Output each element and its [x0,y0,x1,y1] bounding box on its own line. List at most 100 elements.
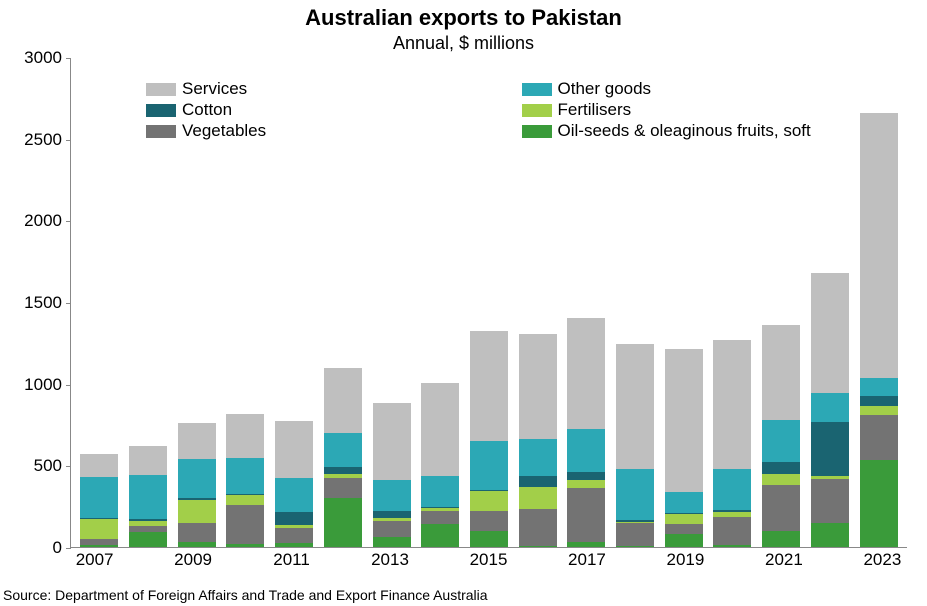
bar-segment-oilseeds [129,532,167,547]
y-tick-mark [66,58,71,59]
legend-swatch [522,83,552,96]
bar-segment-other_goods [665,492,703,513]
bar-segment-oilseeds [665,534,703,547]
legend-swatch [146,125,176,138]
bar-segment-services [519,334,557,439]
bar-segment-oilseeds [519,546,557,547]
bar-segment-cotton [275,512,313,525]
legend-label: Fertilisers [558,100,632,120]
bar-2019 [665,349,703,547]
bar-2017 [567,318,605,547]
x-tick-label: 2021 [765,550,803,570]
bar-segment-services [129,446,167,475]
bar-segment-services [226,414,264,458]
bar-segment-vegetables [811,479,849,522]
bar-2013 [373,403,411,547]
bar-segment-other_goods [762,420,800,462]
bar-segment-vegetables [519,509,557,547]
bar-segment-cotton [567,472,605,480]
bar-2011 [275,421,313,547]
bar-segment-oilseeds [226,544,264,547]
bar-segment-vegetables [860,415,898,461]
bar-2014 [421,383,459,547]
chart-container: Australian exports to Pakistan Annual, $… [10,5,917,600]
legend: ServicesOther goodsCottonFertilisersVege… [146,79,897,141]
bar-2021 [762,325,800,547]
bar-segment-cotton [762,462,800,473]
bar-segment-oilseeds [373,537,411,547]
y-tick-mark [66,303,71,304]
y-tick-label: 500 [10,456,62,476]
bar-segment-other_goods [324,433,362,467]
legend-swatch [146,83,176,96]
bar-segment-oilseeds [860,460,898,547]
bar-segment-vegetables [226,505,264,544]
bar-segment-oilseeds [811,523,849,548]
y-tick-mark [66,221,71,222]
bar-2022 [811,273,849,547]
bar-segment-services [713,340,751,469]
bar-segment-fertilisers [519,487,557,508]
legend-label: Vegetables [182,121,266,141]
bar-segment-fertilisers [470,491,508,511]
bar-segment-cotton [811,422,849,476]
legend-item-oilseeds: Oil-seeds & oleaginous fruits, soft [522,121,898,141]
bar-segment-other_goods [80,477,118,519]
bar-segment-oilseeds [567,542,605,547]
bar-segment-cotton [519,476,557,487]
bar-2020 [713,340,751,547]
bar-segment-services [324,368,362,433]
y-tick-label: 1000 [10,375,62,395]
bar-segment-other_goods [567,429,605,471]
bar-segment-vegetables [470,511,508,531]
bar-segment-services [275,421,313,477]
bar-segment-services [567,318,605,429]
bar-2008 [129,446,167,547]
y-axis: 050010001500200025003000 [10,58,70,548]
y-tick-mark [66,548,71,549]
bar-segment-fertilisers [860,406,898,415]
x-tick-label: 2023 [863,550,901,570]
y-tick-mark [66,466,71,467]
bar-segment-other_goods [470,441,508,490]
legend-swatch [146,104,176,117]
legend-label: Services [182,79,247,99]
bar-segment-cotton [860,396,898,406]
bar-segment-fertilisers [567,480,605,488]
bar-segment-services [80,454,118,477]
bar-segment-other_goods [421,476,459,507]
bar-segment-services [373,403,411,480]
bar-segment-services [860,113,898,378]
legend-label: Oil-seeds & oleaginous fruits, soft [558,121,811,141]
bar-2009 [178,423,216,547]
y-tick-label: 3000 [10,48,62,68]
bar-2010 [226,414,264,547]
legend-item-vegetables: Vegetables [146,121,522,141]
bar-segment-oilseeds [616,546,654,547]
bar-segment-oilseeds [275,543,313,547]
y-tick-mark [66,385,71,386]
y-tick-label: 1500 [10,293,62,313]
x-tick-label: 2011 [273,550,310,570]
bar-segment-oilseeds [470,531,508,547]
bar-segment-oilseeds [713,545,751,547]
bar-segment-vegetables [373,521,411,537]
bar-segment-services [616,344,654,469]
x-tick-label: 2015 [470,550,508,570]
bar-2018 [616,344,654,547]
legend-swatch [522,104,552,117]
legend-swatch [522,125,552,138]
bar-segment-other_goods [129,475,167,519]
bar-segment-vegetables [616,523,654,546]
bar-segment-fertilisers [762,474,800,485]
x-tick-label: 2009 [174,550,212,570]
bar-segment-vegetables [178,523,216,543]
bar-segment-oilseeds [178,542,216,547]
x-tick-label: 2007 [76,550,114,570]
bar-segment-oilseeds [421,524,459,547]
bar-segment-vegetables [762,485,800,531]
bar-segment-other_goods [178,459,216,498]
bar-segment-other_goods [519,439,557,476]
chart-subtitle: Annual, $ millions [10,33,917,54]
bar-segment-fertilisers [178,500,216,523]
